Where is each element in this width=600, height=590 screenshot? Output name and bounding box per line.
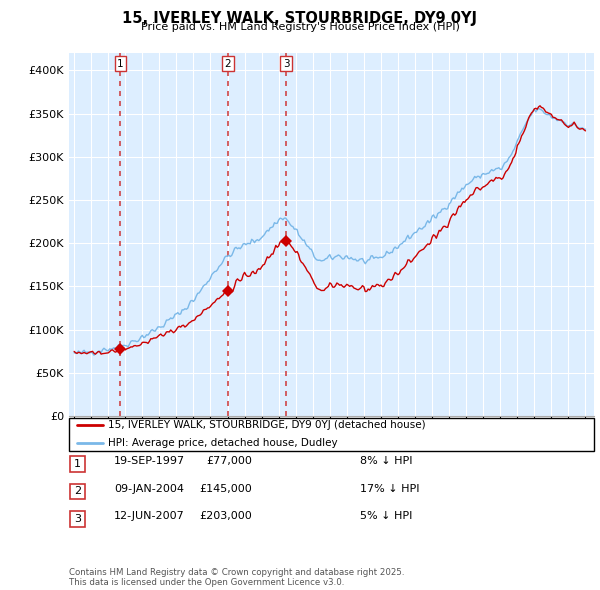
Text: Contains HM Land Registry data © Crown copyright and database right 2025.
This d: Contains HM Land Registry data © Crown c… [69, 568, 404, 587]
Text: 09-JAN-2004: 09-JAN-2004 [114, 484, 184, 493]
Text: 17% ↓ HPI: 17% ↓ HPI [360, 484, 419, 493]
Text: 2: 2 [74, 487, 81, 496]
Text: 15, IVERLEY WALK, STOURBRIDGE, DY9 0YJ (detached house): 15, IVERLEY WALK, STOURBRIDGE, DY9 0YJ (… [109, 420, 426, 430]
Text: 5% ↓ HPI: 5% ↓ HPI [360, 511, 412, 520]
Text: 15, IVERLEY WALK, STOURBRIDGE, DY9 0YJ: 15, IVERLEY WALK, STOURBRIDGE, DY9 0YJ [122, 11, 478, 25]
Text: 3: 3 [74, 514, 81, 523]
Text: 8% ↓ HPI: 8% ↓ HPI [360, 457, 413, 466]
Text: 1: 1 [117, 58, 124, 68]
Text: 2: 2 [225, 58, 232, 68]
Text: £77,000: £77,000 [206, 457, 252, 466]
Text: 3: 3 [283, 58, 289, 68]
Text: 12-JUN-2007: 12-JUN-2007 [114, 511, 185, 520]
Text: HPI: Average price, detached house, Dudley: HPI: Average price, detached house, Dudl… [109, 438, 338, 448]
Text: 19-SEP-1997: 19-SEP-1997 [114, 457, 185, 466]
Text: Price paid vs. HM Land Registry's House Price Index (HPI): Price paid vs. HM Land Registry's House … [140, 22, 460, 32]
Text: £203,000: £203,000 [199, 511, 252, 520]
Text: £145,000: £145,000 [199, 484, 252, 493]
Text: 1: 1 [74, 460, 81, 469]
